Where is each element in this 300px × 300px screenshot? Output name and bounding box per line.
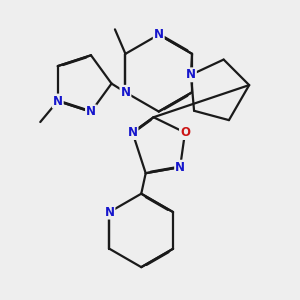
Text: N: N [86,105,96,118]
Text: N: N [120,86,130,99]
Text: N: N [104,206,115,219]
Text: N: N [128,126,137,139]
Text: N: N [186,68,196,81]
Text: O: O [180,126,190,139]
Text: N: N [175,161,185,174]
Text: N: N [53,94,63,107]
Text: N: N [154,28,164,41]
